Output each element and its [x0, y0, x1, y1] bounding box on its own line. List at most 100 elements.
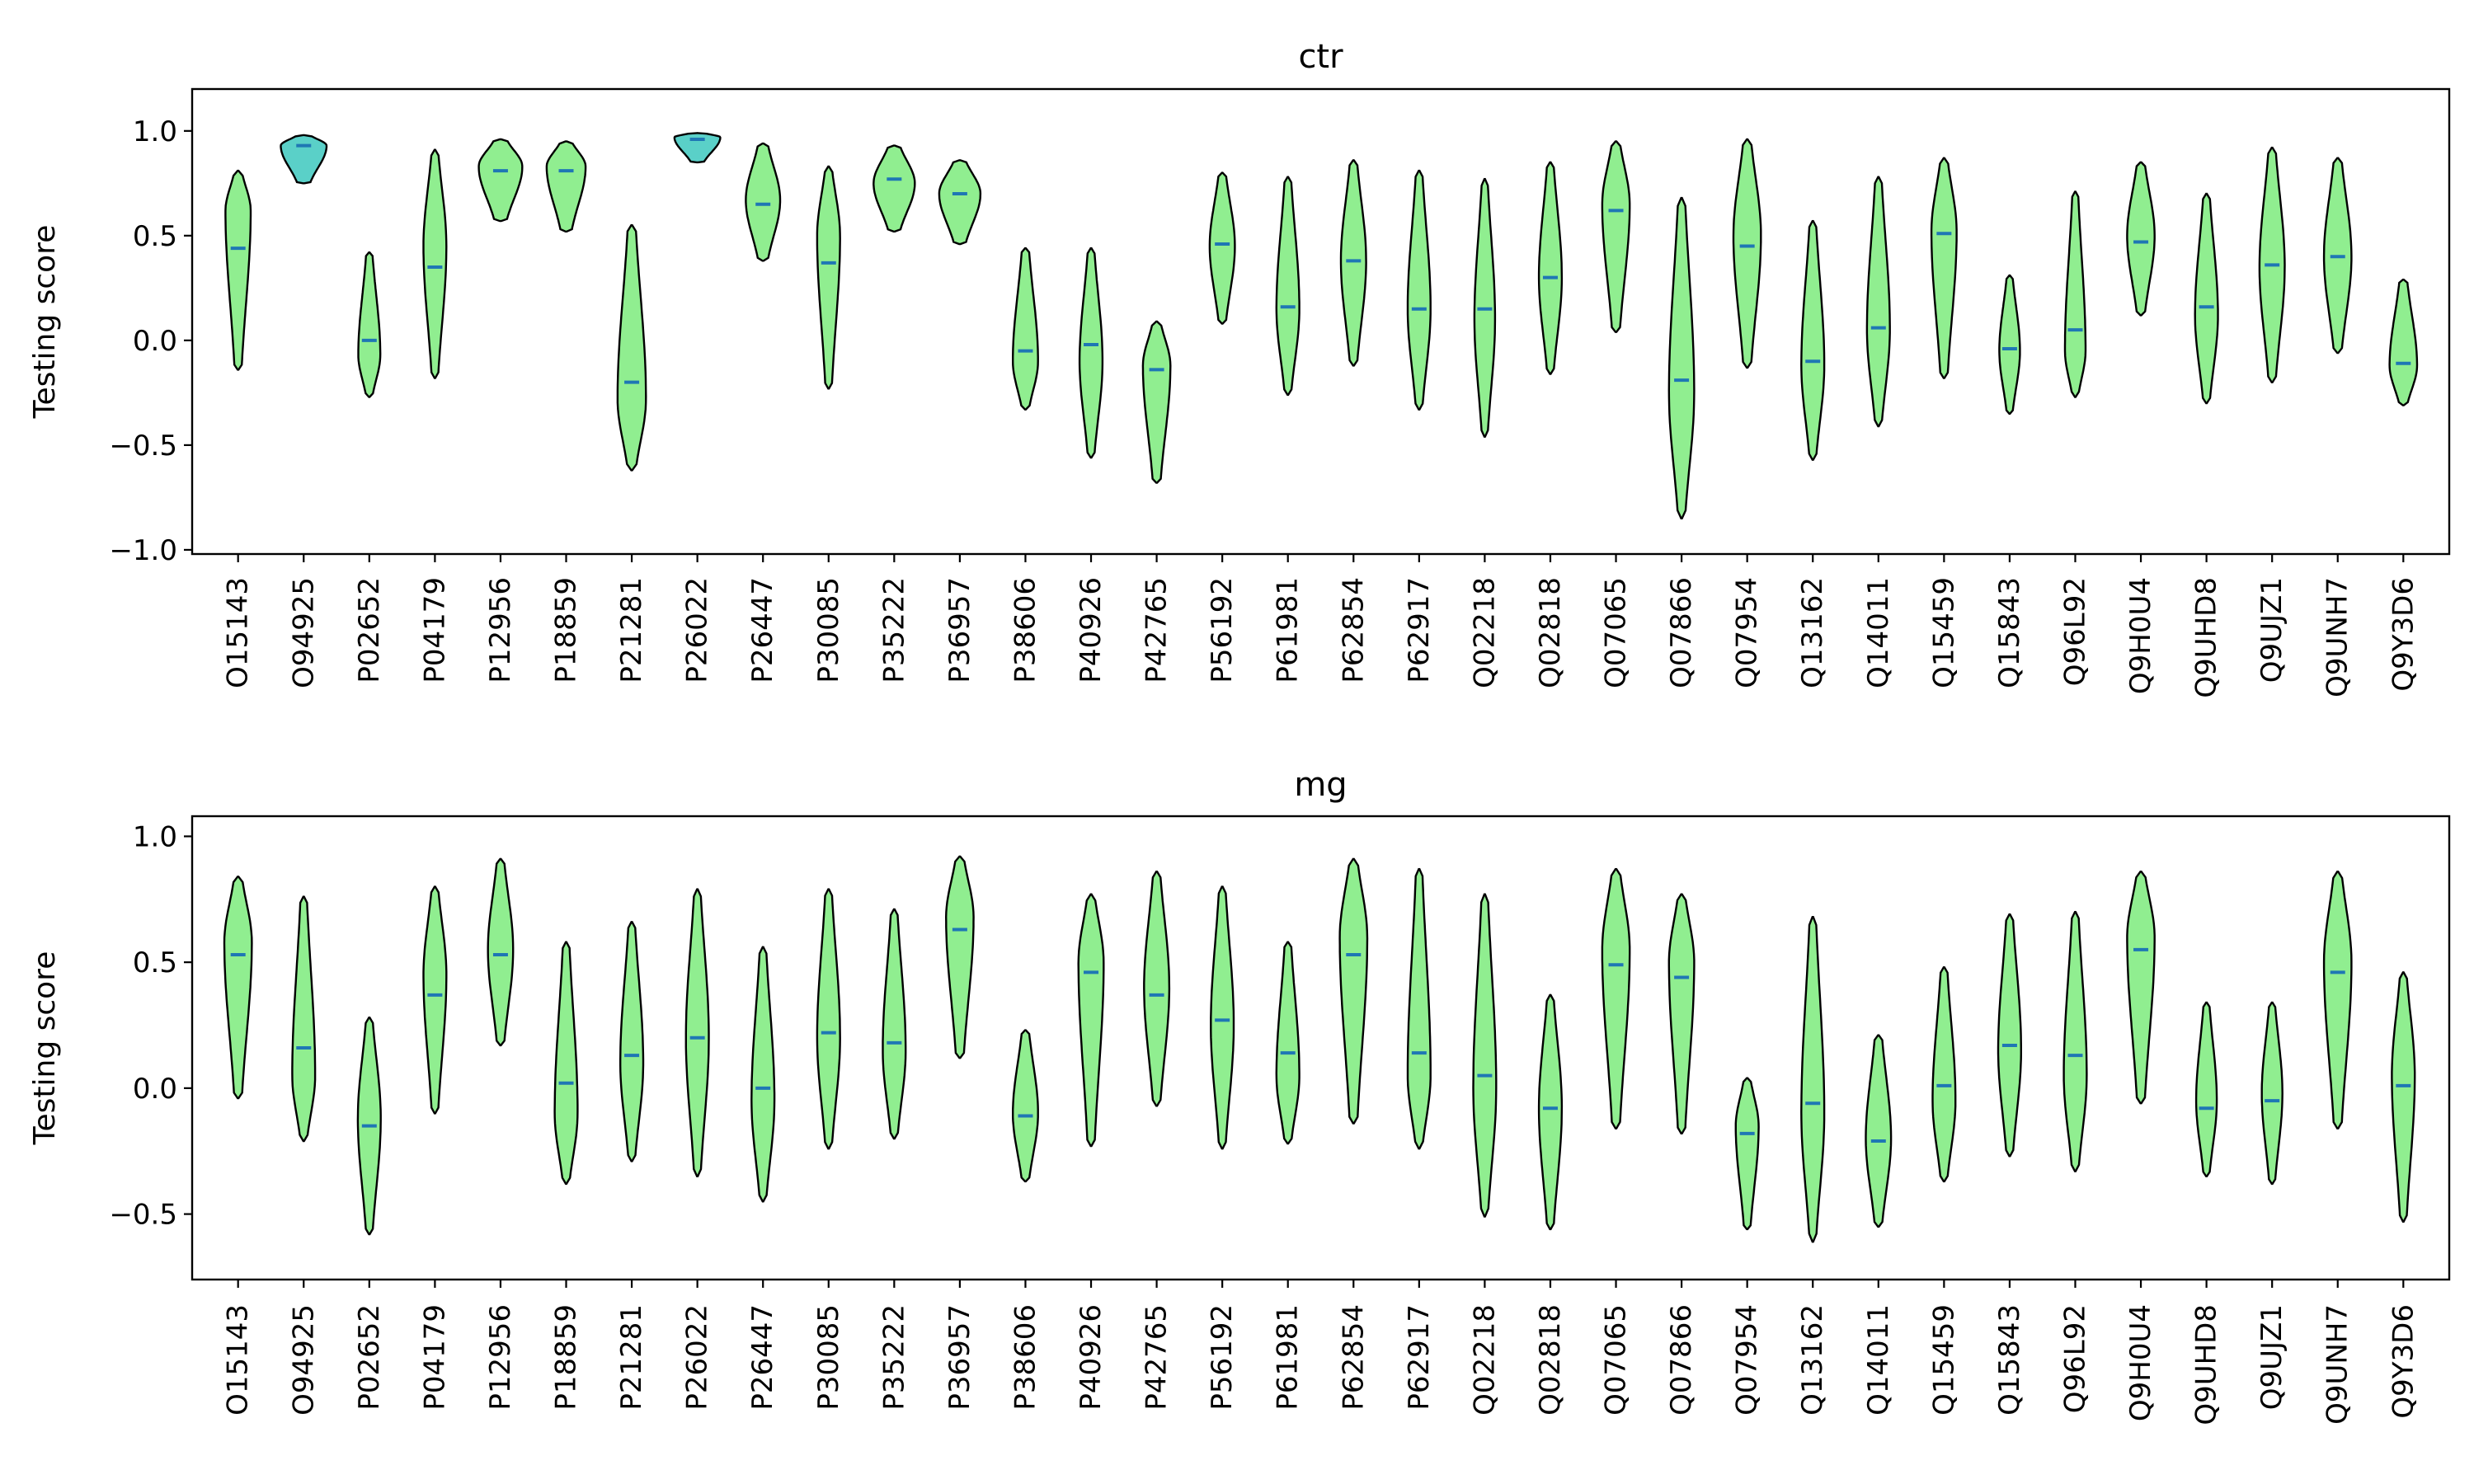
x-tick-label-Q9UNH7: Q9UNH7 [2321, 1304, 2354, 1425]
x-tick-label-P12956: P12956 [484, 577, 517, 683]
x-tick-label-P26022: P26022 [681, 1304, 714, 1411]
x-tick-label-P18859: P18859 [550, 577, 583, 683]
x-tick-label-P04179: P04179 [418, 577, 451, 683]
violin-body-P42765 [1143, 871, 1171, 1107]
x-tick-label-Q9UHD8: Q9UHD8 [2190, 577, 2223, 698]
violin-body-Q9Y3D6 [2391, 971, 2416, 1223]
violin-body-Q13162 [1800, 915, 1826, 1243]
x-tick-label-P35222: P35222 [877, 577, 910, 683]
y-tick-label: −0.5 [109, 430, 177, 463]
x-tick-label-O94925: O94925 [287, 1304, 320, 1416]
violin-body-P56192 [1210, 885, 1235, 1150]
x-tick-label-P62917: P62917 [1403, 1304, 1436, 1411]
x-tick-label-P04179: P04179 [418, 1304, 451, 1411]
x-tick-label-Q9H0U4: Q9H0U4 [2124, 1304, 2157, 1421]
x-tick-label-Q14011: Q14011 [1862, 577, 1895, 688]
x-tick-label-Q02818: Q02818 [1534, 1304, 1567, 1416]
violin-body-P26447 [745, 142, 782, 262]
x-tick-label-P40926: P40926 [1075, 1304, 1108, 1411]
violin-body-P35222 [872, 144, 916, 232]
violin-body-P61981 [1275, 941, 1300, 1145]
violin-body-Q07954 [1734, 1077, 1760, 1231]
x-tick-label-P21281: P21281 [615, 577, 648, 683]
y-tick-label: −1.0 [109, 534, 177, 567]
violin-body-Q9H0U4 [2126, 871, 2156, 1105]
violin-body-Q07065 [1601, 867, 1631, 1129]
violin-body-Q96L92 [2062, 910, 2088, 1172]
violin-body-Q9Y3D6 [2388, 278, 2419, 406]
violin-body-Q15459 [1930, 157, 1958, 379]
violin-body-Q9UHD8 [2194, 1001, 2218, 1177]
x-tick-label-P02652: P02652 [353, 1304, 386, 1411]
chart-title-mg: mg [1294, 766, 1347, 804]
violin-body-O94925 [291, 895, 317, 1143]
x-tick-label-Q9UNH7: Q9UNH7 [2321, 577, 2354, 697]
violin-body-Q02818 [1537, 161, 1564, 375]
violin-body-P38606 [1012, 247, 1039, 411]
violin-body-P26022 [684, 888, 710, 1177]
violin-body-Q96L92 [2063, 190, 2087, 398]
x-tick-label-Q13162: Q13162 [1796, 1304, 1829, 1416]
violin-body-Q07065 [1601, 140, 1631, 333]
x-tick-label-Q15459: Q15459 [1927, 577, 1960, 688]
x-tick-label-P36957: P36957 [943, 577, 976, 683]
plot-frame [190, 87, 2451, 556]
x-tick-label-Q13162: Q13162 [1796, 577, 1829, 688]
violin-body-P62854 [1339, 159, 1367, 367]
x-tick-label-P21281: P21281 [615, 1304, 648, 1411]
x-tick-label-P42765: P42765 [1141, 1304, 1174, 1411]
x-tick-label-Q9UJZ1: Q9UJZ1 [2255, 1304, 2288, 1410]
y-axis-label-ctr: Testing score [28, 225, 62, 420]
violin-body-Q07954 [1732, 138, 1762, 369]
violin-body-Q14011 [1865, 176, 1891, 428]
violin-body-Q13162 [1800, 219, 1826, 461]
y-tick-label: 0.0 [133, 325, 177, 358]
y-tick-label: 1.0 [133, 820, 177, 853]
chart-title-ctr: ctr [1298, 38, 1343, 76]
y-axis-label-mg: Testing score [28, 951, 62, 1146]
x-tick-label-Q15843: Q15843 [1993, 577, 2026, 688]
x-tick-label-P38606: P38606 [1009, 1304, 1042, 1411]
violin-body-P04179 [422, 885, 448, 1115]
x-tick-label-P42765: P42765 [1141, 577, 1174, 683]
x-tick-label-Q02218: Q02218 [1468, 1304, 1501, 1416]
x-tick-label-Q96L92: Q96L92 [2058, 577, 2091, 686]
x-tick-label-Q07954: Q07954 [1731, 1304, 1764, 1416]
panel-mg: mg Testing score −0.5 0.0 0.5 1.0 O15143 O949… [28, 766, 2451, 1425]
x-tick-label-P40926: P40926 [1075, 577, 1108, 683]
violin-body-P36957 [944, 855, 975, 1059]
x-tick-label-Q07065: Q07065 [1600, 1304, 1633, 1416]
violin-body-P38606 [1012, 1029, 1039, 1183]
x-tick-label-Q9Y3D6: Q9Y3D6 [2387, 1304, 2420, 1419]
x-tick-label-Q07954: Q07954 [1731, 577, 1764, 688]
x-tick-label-Q15843: Q15843 [1993, 1304, 2026, 1416]
y-tick-label: 0.0 [133, 1073, 177, 1106]
violin-body-P04179 [422, 148, 448, 379]
x-tick-label-O94925: O94925 [287, 577, 320, 688]
violin-body-P02652 [357, 251, 382, 398]
y-tick-label: −0.5 [109, 1199, 177, 1232]
x-tick-label-Q9H0U4: Q9H0U4 [2124, 577, 2157, 694]
violin-body-P12956 [477, 138, 524, 223]
x-tick-label-Q9Y3D6: Q9Y3D6 [2387, 577, 2420, 692]
y-tick-label: 1.0 [133, 115, 177, 148]
violin-body-P26447 [750, 946, 776, 1203]
x-tick-label-P12956: P12956 [484, 1304, 517, 1411]
x-tick-label-P62917: P62917 [1403, 577, 1436, 683]
violin-body-P62917 [1406, 169, 1432, 411]
violin-body-P36957 [938, 159, 982, 246]
x-tick-label-Q9UJZ1: Q9UJZ1 [2255, 577, 2288, 683]
x-tick-label-P38606: P38606 [1009, 577, 1042, 683]
violin-body-Q07866 [1667, 196, 1696, 519]
violin-body-Q15843 [1998, 274, 2021, 415]
x-tick-label-Q96L92: Q96L92 [2058, 1304, 2091, 1413]
violin-body-Q9UNH7 [2322, 871, 2353, 1129]
violin-body-Q9UJZ1 [2260, 1001, 2284, 1186]
violin-body-P30085 [816, 165, 841, 390]
x-tick-label-Q02218: Q02218 [1468, 577, 1501, 688]
x-tick-label-Q07866: Q07866 [1665, 577, 1698, 688]
x-tick-label-Q02818: Q02818 [1534, 577, 1567, 688]
y-tick-label: 0.5 [133, 946, 177, 979]
violin-body-P35222 [882, 908, 907, 1140]
